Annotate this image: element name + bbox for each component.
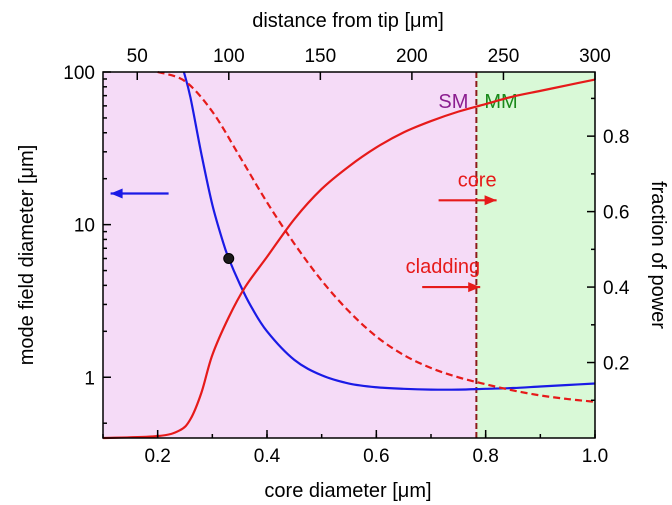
y2-axis-title: fraction of power	[647, 181, 669, 329]
series-layer	[102, 70, 596, 440]
x-tick-label: 1.0	[582, 446, 608, 467]
ticks-layer: 0.2 0.4 0.6 0.8 1.0 50 100 150 200 250 300 1 10 100 0.…	[63, 46, 630, 467]
annotation-core: core	[458, 169, 497, 191]
y2-tick-label: 0.2	[603, 354, 629, 375]
x2-axis-title: distance from tip [μm]	[252, 10, 444, 32]
x2-tick-label: 200	[396, 46, 428, 67]
x2-tick-label: 250	[488, 46, 520, 67]
x-tick-label: 0.6	[363, 446, 389, 467]
annotation-arrow-core-head	[484, 195, 497, 206]
x2-tick-label: 100	[213, 46, 245, 67]
x2-tick-label: 300	[579, 46, 611, 67]
left-axis-arrow-head	[110, 188, 123, 199]
region-sm	[103, 72, 477, 438]
annotation-cladding: cladding	[406, 256, 481, 278]
x-tick-label: 0.4	[254, 446, 281, 467]
y-axis-title: mode field diameter [μm]	[16, 145, 38, 366]
data-marker	[223, 252, 235, 264]
series-line-1	[102, 78, 596, 440]
x2-tick-label: 50	[127, 46, 148, 67]
region-mm	[476, 72, 595, 438]
region-label-sm: SM	[438, 91, 468, 113]
annotation-layer: core cladding	[110, 169, 497, 293]
y2-tick-label: 0.4	[603, 278, 630, 299]
y-tick-label: 100	[63, 63, 95, 84]
x-axis-title: core diameter [μm]	[264, 480, 431, 502]
y-tick-label: 1	[84, 368, 95, 389]
x2-tick-label: 150	[304, 46, 336, 67]
y2-tick-label: 0.6	[603, 203, 629, 224]
y2-tick-label: 0.8	[603, 127, 629, 148]
x-tick-label: 0.2	[144, 446, 170, 467]
plot-frame	[102, 71, 596, 439]
regions-layer: SM MM	[103, 72, 595, 438]
y-tick-label: 10	[74, 216, 95, 237]
series-line-2	[157, 70, 596, 403]
annotation-arrow-cladding-head	[468, 282, 481, 293]
x-tick-label: 0.8	[472, 446, 498, 467]
